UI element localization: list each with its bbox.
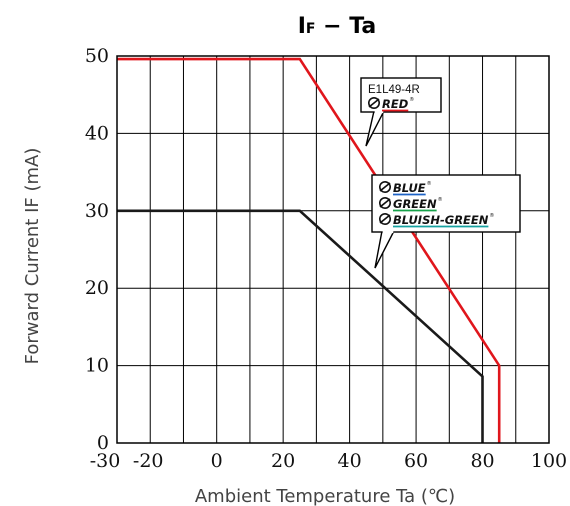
x-tick-label: 20: [271, 450, 295, 472]
callout-pointer: [365, 110, 385, 147]
brand-label-bluish-green: BLUISH-GREEN: [393, 213, 489, 227]
y-tick-label: 30: [85, 200, 109, 222]
series-line-red: [117, 57, 501, 443]
brand-logo-icon: [378, 197, 391, 210]
brand-logo-icon: [367, 97, 380, 110]
series: [117, 57, 501, 443]
registered-mark: ®: [409, 96, 414, 103]
callout-model-label: E1L49-4R: [368, 84, 420, 96]
registered-mark: ®: [427, 180, 432, 187]
y-tick-label: 10: [85, 355, 109, 377]
y-axis-label: Forward Current IF (mA): [22, 148, 43, 365]
callout-pointer: [374, 230, 395, 269]
brand-logo-icon: [378, 181, 391, 194]
callout-box: [371, 174, 521, 233]
x-tick-label: 100: [531, 450, 567, 472]
y-tick-label: 0: [97, 432, 109, 454]
registered-mark: ®: [489, 212, 494, 219]
brand-label-blue: BLUE: [393, 181, 426, 195]
y-tick-label: 20: [85, 277, 109, 299]
plot-frame: [116, 55, 550, 444]
y-tick-label: 50: [85, 45, 109, 67]
x-tick-label: -30: [90, 450, 121, 472]
brand-label-red: RED: [382, 97, 409, 111]
callout-box: [360, 77, 442, 113]
chart-title: IF − Ta: [298, 14, 377, 39]
x-tick-label: 80: [470, 450, 494, 472]
brand-label-green: GREEN: [393, 197, 437, 211]
grid: [116, 55, 550, 444]
x-tick-label: 60: [404, 450, 428, 472]
title-main: I: [298, 14, 306, 39]
y-tick-label: 40: [85, 122, 109, 144]
callout-blue-green: BLUE ®GREEN ®BLUISH-GREEN ®: [371, 174, 521, 269]
x-tick-label: -20: [133, 450, 164, 472]
title-rest: − Ta: [315, 14, 376, 39]
x-tick-label: 0: [211, 450, 223, 472]
series-line-blue-green: [117, 209, 484, 443]
x-axis-label: Ambient Temperature Ta (℃): [195, 486, 455, 506]
x-tick-label: 40: [338, 450, 362, 472]
registered-mark: ®: [438, 196, 443, 203]
title-subscript: F: [306, 21, 316, 37]
tick-labels: 0 10 20 30 40 50 -30 -20 0 20 40 60 80 100: [85, 45, 567, 472]
brand-logo-icon: [378, 213, 391, 226]
